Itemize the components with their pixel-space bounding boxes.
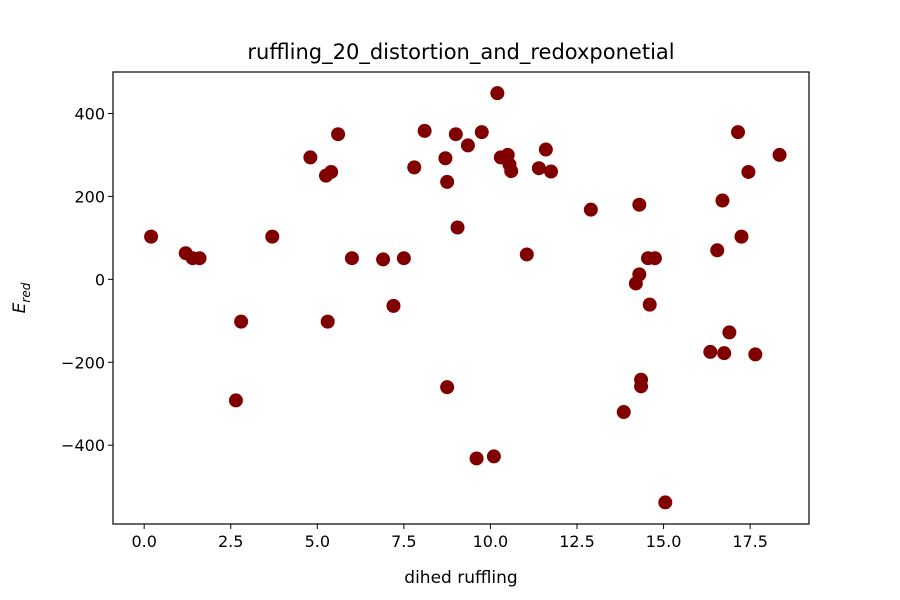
y-tick-label: 400	[74, 104, 105, 123]
data-point	[448, 127, 463, 142]
x-tick-label: 7.5	[391, 532, 416, 551]
data-point	[538, 142, 553, 157]
data-point	[486, 449, 501, 464]
data-point	[440, 380, 455, 395]
data-point	[519, 247, 534, 262]
points-layer	[144, 86, 787, 510]
data-point	[386, 298, 401, 313]
data-point	[440, 174, 455, 189]
data-point	[531, 161, 546, 176]
y-tick-label: −400	[61, 436, 105, 455]
data-point	[450, 220, 465, 235]
y-tick-label: 200	[74, 187, 105, 206]
x-axis-label: dihed ruffling	[404, 568, 517, 588]
data-point	[490, 86, 505, 101]
data-point	[616, 405, 631, 420]
data-point	[647, 251, 662, 266]
x-tick-label: 15.0	[646, 532, 682, 551]
data-point	[722, 325, 737, 340]
chart-title: ruffling_20_distortion_and_redoxponetial	[247, 40, 674, 65]
data-point	[265, 229, 280, 244]
x-tick-label: 2.5	[218, 532, 243, 551]
data-point	[192, 251, 207, 266]
data-point	[741, 164, 756, 179]
y-axis-label: Ered	[10, 282, 33, 313]
y-tick-label: −200	[61, 353, 105, 372]
data-point	[320, 314, 335, 329]
data-point	[469, 451, 484, 466]
data-point	[715, 193, 730, 208]
x-tick-label: 17.5	[732, 532, 768, 551]
y-axis-label-subscript: red	[19, 282, 33, 302]
data-point	[460, 138, 475, 153]
data-point	[474, 125, 489, 140]
data-point	[734, 229, 749, 244]
x-tick-label: 10.0	[473, 532, 509, 551]
data-point	[731, 125, 746, 140]
data-point	[331, 127, 346, 142]
data-point	[583, 202, 598, 217]
data-point	[438, 151, 453, 166]
data-point	[772, 147, 787, 162]
data-point	[703, 344, 718, 359]
y-tick-label: 0	[95, 270, 105, 289]
data-point	[504, 164, 519, 179]
x-axis: 0.0 2.5 5.0 7.5 10.0 12.5 15.0 17.5	[131, 524, 768, 551]
data-point	[344, 251, 359, 266]
data-point	[642, 297, 657, 312]
data-point	[717, 346, 732, 361]
y-axis: 400 200 0 −200 −400	[61, 104, 113, 455]
y-axis-label-main: E	[10, 302, 30, 313]
x-tick-label: 12.5	[559, 532, 595, 551]
data-point	[634, 379, 649, 394]
data-point	[407, 160, 422, 175]
data-point	[417, 123, 432, 138]
data-point	[748, 347, 763, 362]
data-point	[303, 150, 318, 165]
data-point	[228, 393, 243, 408]
plot-frame	[112, 71, 810, 525]
data-point	[632, 267, 647, 282]
data-point	[324, 164, 339, 179]
data-point	[144, 229, 159, 244]
x-tick-label: 5.0	[305, 532, 330, 551]
data-point	[396, 251, 411, 266]
data-point	[234, 314, 249, 329]
data-point	[632, 197, 647, 212]
data-point	[710, 243, 725, 258]
data-point	[658, 495, 673, 510]
x-tick-label: 0.0	[131, 532, 156, 551]
data-point	[376, 252, 391, 267]
data-point	[544, 164, 559, 179]
